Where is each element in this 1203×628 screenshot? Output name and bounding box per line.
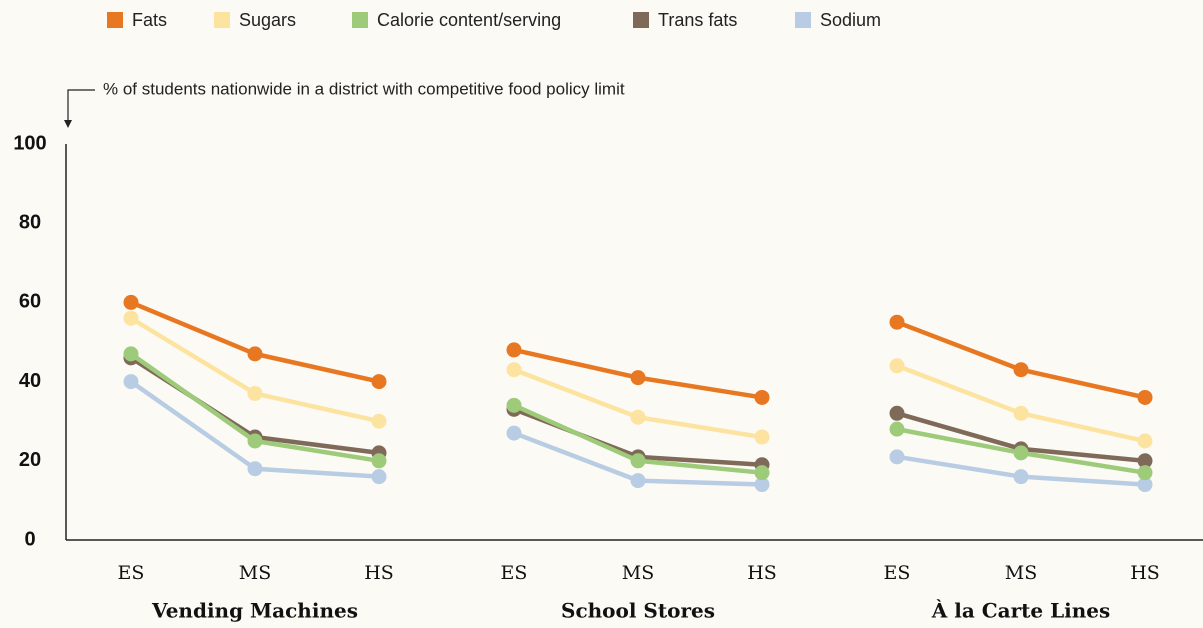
data-point — [889, 358, 905, 374]
group-label: School Stores — [561, 599, 715, 623]
data-point — [506, 425, 522, 441]
data-point — [1137, 433, 1153, 449]
x-tick-label: MS — [622, 562, 654, 584]
data-point — [123, 310, 139, 326]
data-point — [371, 413, 387, 429]
y-tick-label: 0 — [24, 528, 35, 550]
arrow-head — [64, 120, 72, 128]
data-point — [1013, 445, 1029, 461]
data-point — [371, 453, 387, 469]
legend-swatch — [352, 12, 368, 28]
legend-label: Trans fats — [658, 10, 737, 30]
legend-swatch — [107, 12, 123, 28]
data-point — [247, 461, 263, 477]
data-point — [247, 385, 263, 401]
y-tick-label: 40 — [19, 370, 41, 392]
data-point — [123, 374, 139, 390]
data-point — [754, 389, 770, 405]
legend-label: Calorie content/serving — [377, 10, 561, 30]
data-point — [889, 449, 905, 465]
x-tick-label: HS — [364, 562, 394, 584]
data-point — [889, 314, 905, 330]
data-point — [630, 473, 646, 489]
data-point — [247, 433, 263, 449]
legend-swatch — [795, 12, 811, 28]
data-point — [754, 477, 770, 493]
x-tick-label: HS — [747, 562, 777, 584]
y-tick-label: 20 — [19, 449, 41, 471]
group-label: À la Carte Lines — [931, 599, 1111, 623]
legend-swatch — [214, 12, 230, 28]
series-line — [896, 320, 1146, 400]
data-point — [123, 346, 139, 362]
data-point — [889, 421, 905, 437]
data-point — [630, 409, 646, 425]
data-point — [630, 370, 646, 386]
data-point — [1137, 477, 1153, 493]
x-tick-label: MS — [1005, 562, 1037, 584]
y-axis-label: % of students nationwide in a district w… — [103, 79, 625, 98]
data-point — [1137, 389, 1153, 405]
legend-swatch — [633, 12, 649, 28]
data-point — [506, 362, 522, 378]
data-point — [1013, 362, 1029, 378]
data-point — [247, 346, 263, 362]
data-point — [1137, 465, 1153, 481]
data-point — [754, 465, 770, 481]
data-point — [506, 342, 522, 358]
y-tick-label: 100 — [13, 132, 46, 154]
y-tick-label: 60 — [19, 291, 41, 313]
y-tick-label: 80 — [19, 211, 41, 233]
x-tick-label: ES — [884, 562, 911, 584]
x-tick-label: ES — [118, 562, 145, 584]
axis-label-arrow — [67, 89, 95, 122]
data-point — [889, 405, 905, 421]
data-point — [371, 374, 387, 390]
x-tick-label: MS — [239, 562, 271, 584]
data-point — [1013, 405, 1029, 421]
data-point — [630, 453, 646, 469]
x-tick-label: HS — [1130, 562, 1160, 584]
group-label: Vending Machines — [151, 599, 358, 623]
data-point — [371, 469, 387, 485]
data-point — [506, 397, 522, 413]
data-point — [754, 429, 770, 445]
x-tick-label: ES — [501, 562, 528, 584]
data-point — [123, 294, 139, 310]
legend-label: Sugars — [239, 10, 296, 30]
data-point — [1137, 453, 1153, 469]
legend-label: Fats — [132, 10, 167, 30]
legend-label: Sodium — [820, 10, 881, 30]
data-point — [1013, 469, 1029, 485]
